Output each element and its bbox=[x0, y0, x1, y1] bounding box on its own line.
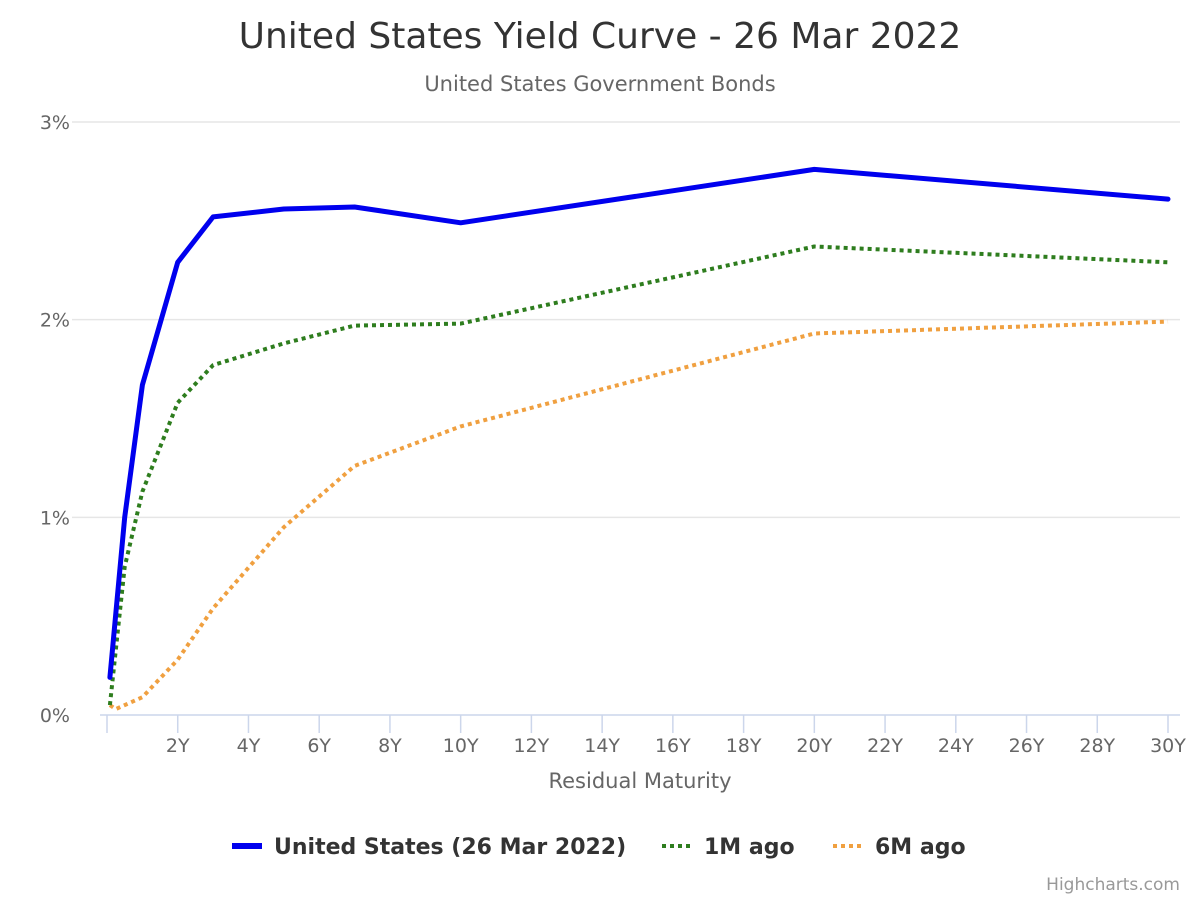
x-tick-label: 22Y bbox=[867, 735, 903, 757]
x-tick-label: 10Y bbox=[443, 735, 479, 757]
series-line-0[interactable] bbox=[107, 166, 1171, 680]
x-tick-label: 18Y bbox=[726, 735, 762, 757]
legend-label: United States (26 Mar 2022) bbox=[274, 835, 626, 860]
y-tick-label: 2% bbox=[40, 310, 70, 332]
series-lines bbox=[107, 166, 1171, 712]
credits-link[interactable]: Highcharts.com bbox=[1046, 875, 1180, 895]
chart-subtitle: United States Government Bonds bbox=[424, 72, 775, 96]
chart-title: United States Yield Curve - 26 Mar 2022 bbox=[239, 16, 962, 57]
legend-item-1[interactable]: 1M ago bbox=[662, 835, 795, 860]
legend-item-0[interactable]: United States (26 Mar 2022) bbox=[232, 835, 626, 860]
x-tick-label: 26Y bbox=[1009, 735, 1045, 757]
series-line-2[interactable] bbox=[108, 319, 1169, 712]
x-tick-label: 28Y bbox=[1079, 735, 1115, 757]
x-tick-label: 14Y bbox=[584, 735, 620, 757]
x-tick-label: 30Y bbox=[1150, 735, 1186, 757]
x-axis-title: Residual Maturity bbox=[548, 769, 731, 793]
x-tick-label: 12Y bbox=[514, 735, 550, 757]
x-tick-label: 2Y bbox=[166, 735, 190, 757]
legend: United States (26 Mar 2022) 1M ago 6M ago bbox=[232, 835, 966, 860]
y-tick-label: 3% bbox=[40, 112, 70, 134]
x-tick-label: 4Y bbox=[237, 735, 261, 757]
y-tick-label: 0% bbox=[40, 705, 70, 727]
y-tick-label: 1% bbox=[40, 507, 70, 529]
x-tick-label: 20Y bbox=[796, 735, 832, 757]
grid bbox=[72, 121, 1180, 519]
x-tick-label: 16Y bbox=[655, 735, 691, 757]
y-axis-labels: 0% 1% 2% 3% bbox=[40, 112, 70, 727]
legend-item-2[interactable]: 6M ago bbox=[833, 835, 966, 860]
x-tick-label: 8Y bbox=[378, 735, 402, 757]
series-line-1[interactable] bbox=[107, 244, 1169, 706]
x-tick-label: 6Y bbox=[307, 735, 331, 757]
legend-label: 6M ago bbox=[875, 835, 966, 860]
legend-label: 1M ago bbox=[704, 835, 795, 860]
x-tick-label: 24Y bbox=[938, 735, 974, 757]
x-axis: 2Y 4Y 6Y 8Y 10Y 12Y 14Y 16Y 18Y 20Y 22Y 24Y 26Y 28Y 30… bbox=[100, 714, 1186, 757]
